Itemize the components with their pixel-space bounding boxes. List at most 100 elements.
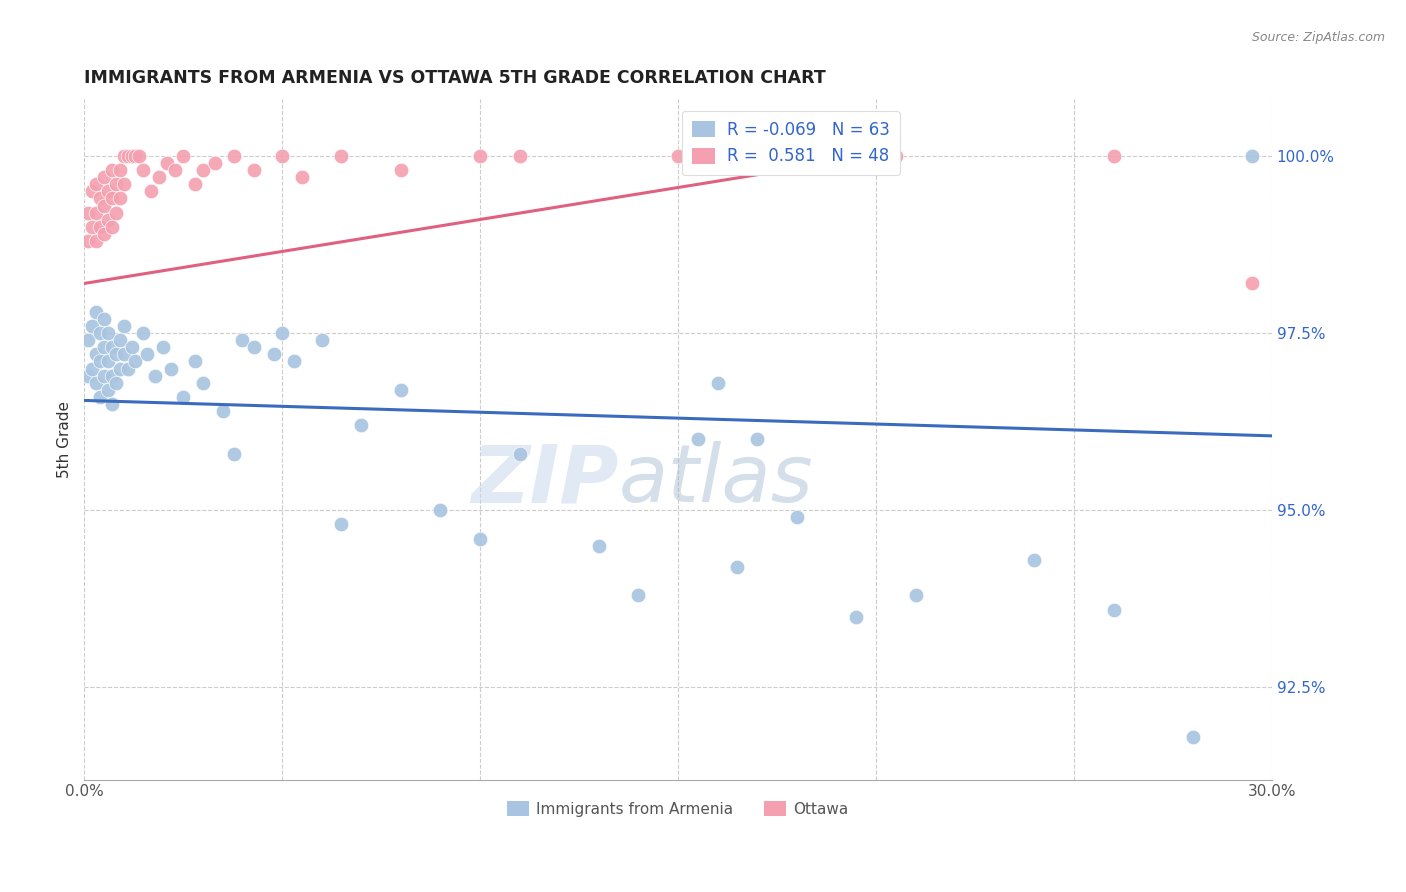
Point	[468, 532, 491, 546]
Point	[725, 560, 748, 574]
Point	[80, 184, 103, 198]
Text: ZIP: ZIP	[471, 442, 619, 519]
Point	[184, 178, 207, 192]
Point	[191, 163, 214, 178]
Point	[271, 149, 294, 163]
Point	[84, 376, 107, 390]
Point	[627, 588, 650, 602]
Point	[89, 219, 111, 234]
Point	[84, 305, 107, 319]
Text: atlas: atlas	[619, 442, 813, 519]
Point	[283, 354, 305, 368]
Point	[112, 178, 135, 192]
Point	[143, 368, 166, 383]
Point	[1241, 277, 1264, 291]
Point	[666, 149, 689, 163]
Point	[1181, 730, 1204, 744]
Point	[100, 163, 122, 178]
Point	[231, 333, 253, 347]
Point	[84, 178, 107, 192]
Point	[80, 361, 103, 376]
Point	[84, 234, 107, 248]
Point	[747, 433, 769, 447]
Point	[172, 149, 194, 163]
Point	[80, 318, 103, 333]
Point	[128, 149, 150, 163]
Point	[89, 191, 111, 205]
Point	[243, 340, 266, 354]
Point	[141, 184, 163, 198]
Point	[117, 149, 139, 163]
Point	[84, 347, 107, 361]
Point	[93, 368, 115, 383]
Point	[1241, 149, 1264, 163]
Point	[271, 326, 294, 340]
Point	[80, 219, 103, 234]
Point	[108, 191, 131, 205]
Point	[108, 361, 131, 376]
Point	[132, 326, 155, 340]
Point	[204, 156, 226, 170]
Point	[136, 347, 159, 361]
Point	[184, 354, 207, 368]
Point	[89, 354, 111, 368]
Point	[104, 376, 127, 390]
Point	[686, 433, 709, 447]
Y-axis label: 5th Grade: 5th Grade	[58, 401, 72, 478]
Point	[100, 219, 122, 234]
Point	[291, 170, 314, 185]
Point	[1102, 602, 1125, 616]
Point	[97, 354, 120, 368]
Point	[191, 376, 214, 390]
Point	[100, 397, 122, 411]
Point	[211, 404, 233, 418]
Point	[224, 446, 246, 460]
Point	[172, 390, 194, 404]
Point	[509, 446, 531, 460]
Point	[509, 149, 531, 163]
Point	[121, 149, 143, 163]
Legend: Immigrants from Armenia, Ottawa: Immigrants from Armenia, Ottawa	[502, 796, 855, 823]
Point	[93, 198, 115, 212]
Point	[104, 178, 127, 192]
Point	[1024, 553, 1046, 567]
Point	[84, 205, 107, 219]
Point	[468, 149, 491, 163]
Point	[263, 347, 285, 361]
Point	[429, 503, 451, 517]
Text: Source: ZipAtlas.com: Source: ZipAtlas.com	[1251, 31, 1385, 45]
Point	[904, 588, 927, 602]
Point	[389, 383, 412, 397]
Point	[117, 361, 139, 376]
Point	[152, 340, 174, 354]
Point	[108, 163, 131, 178]
Point	[77, 333, 100, 347]
Point	[93, 340, 115, 354]
Point	[706, 376, 728, 390]
Point	[93, 227, 115, 241]
Point	[104, 205, 127, 219]
Point	[112, 318, 135, 333]
Point	[330, 517, 353, 532]
Point	[97, 383, 120, 397]
Point	[311, 333, 333, 347]
Point	[93, 312, 115, 326]
Point	[124, 354, 146, 368]
Point	[845, 609, 868, 624]
Point	[243, 163, 266, 178]
Point	[112, 149, 135, 163]
Point	[77, 368, 100, 383]
Text: IMMIGRANTS FROM ARMENIA VS OTTAWA 5TH GRADE CORRELATION CHART: IMMIGRANTS FROM ARMENIA VS OTTAWA 5TH GR…	[84, 69, 825, 87]
Point	[786, 510, 808, 524]
Point	[97, 212, 120, 227]
Point	[100, 191, 122, 205]
Point	[97, 326, 120, 340]
Point	[1102, 149, 1125, 163]
Point	[89, 326, 111, 340]
Point	[156, 156, 179, 170]
Point	[108, 333, 131, 347]
Point	[148, 170, 170, 185]
Point	[330, 149, 353, 163]
Point	[132, 163, 155, 178]
Point	[97, 184, 120, 198]
